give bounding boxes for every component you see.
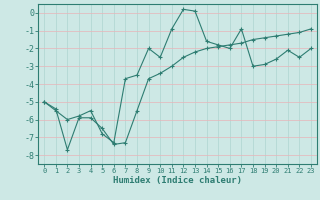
X-axis label: Humidex (Indice chaleur): Humidex (Indice chaleur): [113, 176, 242, 185]
